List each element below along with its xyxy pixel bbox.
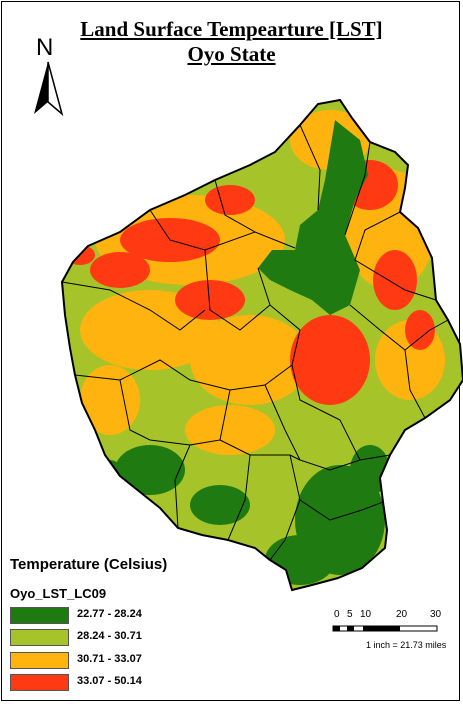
scale-bar-graphic [332, 625, 438, 632]
map-subtitle: Oyo State [187, 42, 276, 66]
scale-bar: 0 5 10 20 30 1 inch = 21.73 miles [332, 609, 452, 655]
scale-note: 1 inch = 21.73 miles [366, 640, 447, 650]
scale-tick: 10 [360, 609, 372, 620]
legend-swatch [10, 652, 69, 669]
lst-class-22-28 [95, 120, 390, 585]
lga-boundaries [61, 124, 449, 561]
legend-title: Temperature (Celsius) [10, 556, 168, 573]
legend-label: 28.24 - 30.71 [77, 630, 142, 642]
legend-label: 30.71 - 33.07 [77, 653, 142, 665]
legend-swatch [10, 629, 69, 646]
north-arrow-icon [34, 61, 64, 117]
legend-swatch [10, 674, 69, 691]
north-label: N [36, 34, 54, 61]
scale-tick: 20 [396, 609, 408, 620]
map-title: Land Surface Tempearture [LST] [80, 17, 383, 41]
legend-label: 22.77 - 28.24 [77, 608, 142, 620]
legend-layer-name: Oyo_LST_LC09 [10, 586, 107, 601]
legend-swatch [10, 607, 69, 624]
scale-tick: 5 [347, 609, 353, 620]
scale-tick: 0 [334, 609, 340, 620]
legend-label: 33.07 - 50.14 [77, 675, 142, 687]
scale-tick: 30 [430, 609, 442, 620]
